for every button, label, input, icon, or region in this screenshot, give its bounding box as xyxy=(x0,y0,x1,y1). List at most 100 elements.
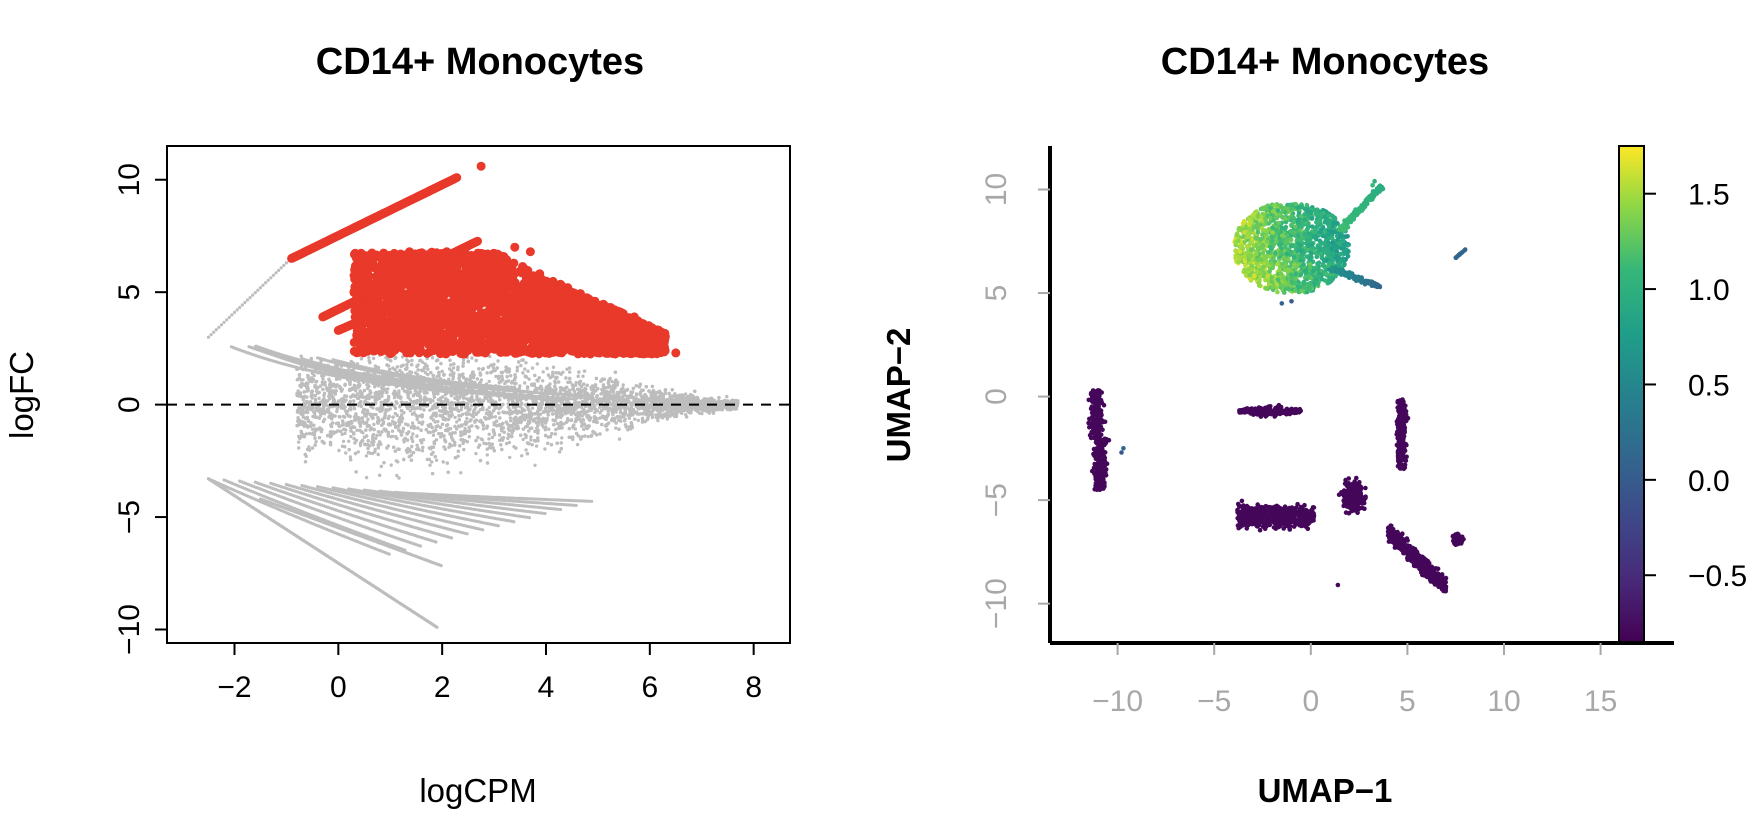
ma-point xyxy=(461,358,466,362)
ma-point xyxy=(428,463,432,467)
ma-point xyxy=(656,418,660,423)
ma-point xyxy=(487,432,491,436)
ma-point xyxy=(518,384,522,388)
ma-point xyxy=(410,444,414,449)
ma-point xyxy=(206,335,211,339)
ma-point xyxy=(235,308,239,312)
ma-point xyxy=(343,431,347,436)
ma-point xyxy=(317,396,321,400)
ma-point xyxy=(509,374,513,378)
ma-point xyxy=(459,471,463,475)
ma-point xyxy=(410,421,415,425)
ma-point xyxy=(387,552,391,556)
ma-point xyxy=(586,434,590,439)
ma-point xyxy=(430,356,435,360)
ma-point xyxy=(508,455,512,460)
ma-point xyxy=(543,447,547,451)
ma-point xyxy=(326,364,330,369)
ma-point xyxy=(435,625,439,629)
ma-point xyxy=(526,369,530,373)
ma-point xyxy=(301,378,305,382)
ma-point xyxy=(481,427,486,431)
ma-point xyxy=(374,436,378,441)
ma-point xyxy=(347,439,351,443)
ma-point xyxy=(467,435,471,439)
ma-point xyxy=(240,303,244,307)
ma-point xyxy=(521,437,525,442)
ma-point xyxy=(372,422,376,427)
ma-point xyxy=(391,382,395,386)
ma-point xyxy=(238,305,242,310)
ma-point xyxy=(725,394,729,399)
ma-point xyxy=(418,544,422,548)
ma-point xyxy=(621,383,625,387)
ma-point xyxy=(341,439,346,444)
ma-point xyxy=(487,405,491,410)
ma-point xyxy=(558,507,563,512)
ma-point xyxy=(575,442,580,447)
ma-point xyxy=(225,318,229,322)
ma-point xyxy=(453,415,457,420)
ma-point xyxy=(598,411,602,415)
ma-point xyxy=(504,420,509,424)
ma-point xyxy=(512,520,516,524)
ma-point xyxy=(535,362,539,366)
ma-point xyxy=(507,440,511,445)
ma-point xyxy=(581,374,585,378)
ma-point xyxy=(253,291,257,295)
ma-point xyxy=(493,415,498,419)
ma-point xyxy=(411,439,415,444)
ma-point xyxy=(374,412,378,417)
ma-point xyxy=(614,426,618,430)
ma-point xyxy=(284,261,288,265)
ma-point xyxy=(261,283,265,287)
ma-point xyxy=(524,448,528,452)
ma-point xyxy=(422,408,426,412)
ma-point xyxy=(303,365,308,369)
ma-plot-title: CD14+ Monocytes xyxy=(316,41,644,83)
ma-point xyxy=(529,438,533,442)
ma-point xyxy=(439,564,443,568)
ma-point xyxy=(366,417,370,421)
ma-point xyxy=(533,463,537,467)
ma-point xyxy=(419,374,423,379)
ma-point xyxy=(371,356,376,361)
ma-point xyxy=(264,281,268,285)
ma-point xyxy=(251,293,255,297)
ma-point xyxy=(610,379,614,384)
ma-point xyxy=(485,453,489,457)
ma-point xyxy=(282,263,286,267)
ma-point xyxy=(434,540,438,544)
ma-point xyxy=(627,416,631,420)
ma-point xyxy=(519,363,523,368)
ma-point xyxy=(371,406,375,410)
ma-point xyxy=(310,427,315,431)
ma-point xyxy=(455,385,459,389)
ma-point xyxy=(209,333,213,337)
ma-point xyxy=(339,364,344,368)
ma-point xyxy=(375,433,379,438)
ma-point xyxy=(547,427,551,431)
ma-point xyxy=(269,276,273,280)
ma-point xyxy=(389,463,393,467)
ma-point xyxy=(454,456,458,460)
ma-point xyxy=(527,516,532,520)
ma-point xyxy=(390,429,395,433)
ma-point xyxy=(568,370,572,374)
ma-point xyxy=(230,313,234,317)
ma-point xyxy=(408,370,412,374)
ma-point xyxy=(219,323,224,327)
ma-point xyxy=(277,268,281,272)
ma-point xyxy=(451,366,456,370)
ma-point xyxy=(418,387,423,391)
ma-point xyxy=(481,528,485,532)
ma-point xyxy=(411,432,415,436)
ma-point xyxy=(470,404,474,408)
ma-point xyxy=(217,325,221,329)
ma-point xyxy=(509,419,513,423)
ma-point xyxy=(465,416,469,421)
ma-point xyxy=(271,273,275,277)
ma-point xyxy=(423,371,428,375)
ma-point xyxy=(634,392,639,396)
